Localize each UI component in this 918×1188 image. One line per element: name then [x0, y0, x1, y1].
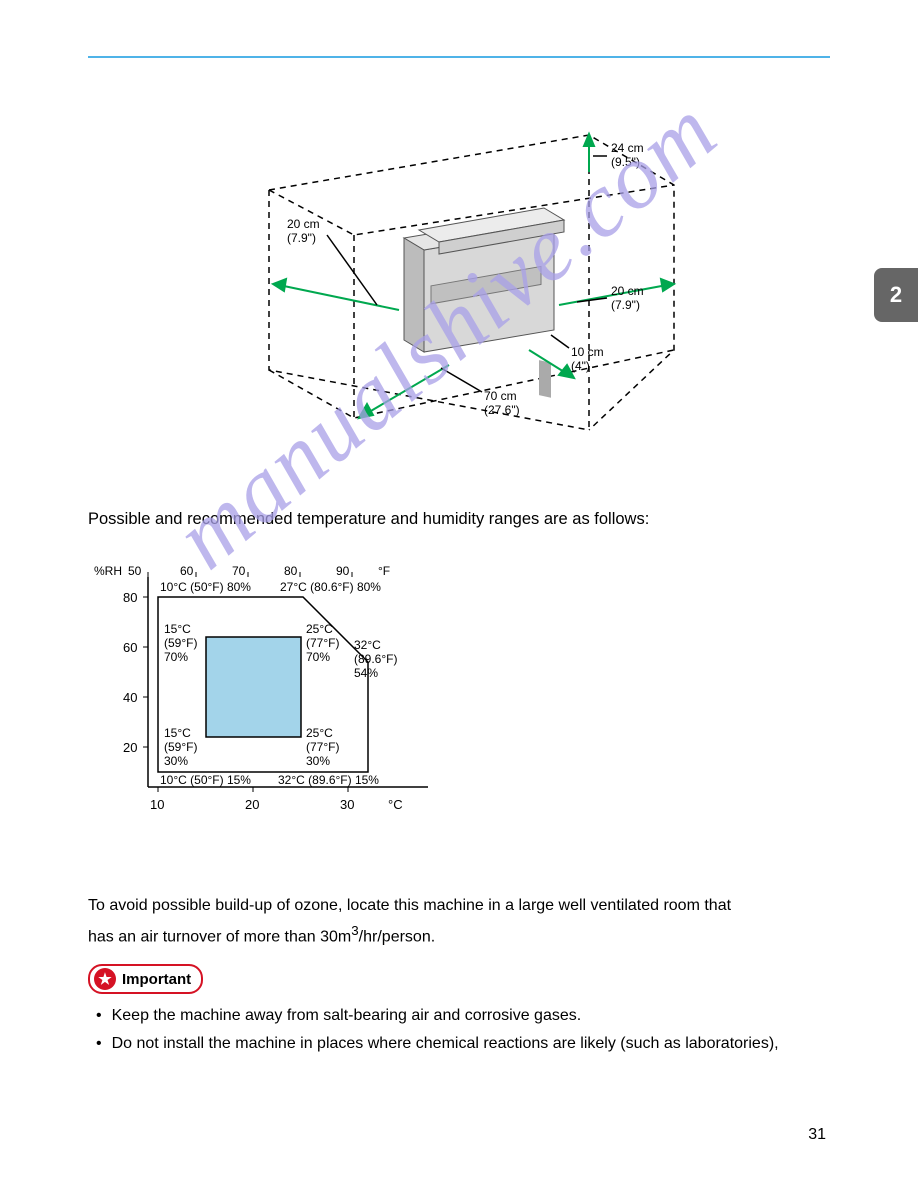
f-60: 60 [180, 564, 194, 578]
env-chart-title: Possible and recommended temperature and… [88, 510, 830, 529]
printer-clearance-diagram: 24 cm (9.5") 20 cm (7.9") 20 cm (7.9") 1… [209, 90, 709, 450]
inner-rc-1: 32°C [354, 638, 381, 652]
corner-bl: 10°C (50°F) 15% [160, 773, 251, 787]
inner-lr-2: (77°F) [306, 740, 339, 754]
inner-ll-2: (59°F) [164, 740, 197, 754]
ytick-20: 20 [123, 740, 137, 755]
ozone-line2: has an air turnover of more than 30m [88, 928, 351, 945]
y-axis-label: %RH [94, 564, 122, 578]
inner-ur-3: 70% [306, 650, 330, 664]
inner-lr-3: 30% [306, 754, 330, 768]
f-50: 50 [128, 564, 142, 578]
bullet-1: Keep the machine away from salt-bearing … [88, 1004, 830, 1028]
label-right-in: (7.9") [611, 298, 640, 312]
c-30: 30 [340, 797, 354, 812]
f-90: 90 [336, 564, 350, 578]
header-rule [88, 56, 830, 58]
star-icon: ★ [94, 968, 116, 990]
label-right-cm: 20 cm [611, 284, 644, 298]
f-70: 70 [232, 564, 246, 578]
corner-tr: 27°C (80.6°F) 80% [280, 580, 381, 594]
section-tab: 2 [874, 268, 918, 322]
section-number: 2 [890, 282, 902, 308]
inner-ul-1: 15°C [164, 622, 191, 636]
environment-chart: 80 60 40 20 %RH 50 60 70 80 90 °F 10 20 … [88, 547, 478, 847]
ozone-line1: To avoid possible build-up of ozone, loc… [88, 897, 731, 914]
inner-ur-1: 25°C [306, 622, 333, 636]
label-front-in: (27.6") [484, 403, 520, 417]
important-label: Important [122, 971, 191, 988]
c-20: 20 [245, 797, 259, 812]
bullet-2: Do not install the machine in places whe… [88, 1032, 830, 1056]
inner-rc-2: (89.6°F) [354, 652, 397, 666]
inner-ll-3: 30% [164, 754, 188, 768]
inner-ll-1: 15°C [164, 726, 191, 740]
corner-tl: 10°C (50°F) 80% [160, 580, 251, 594]
inner-ul-3: 70% [164, 650, 188, 664]
label-left-in: (7.9") [287, 231, 316, 245]
label-back-cm: 10 cm [571, 345, 604, 359]
c-10: 10 [150, 797, 164, 812]
ozone-sup: 3 [351, 923, 358, 938]
inner-ul-2: (59°F) [164, 636, 197, 650]
label-left-cm: 20 cm [287, 217, 320, 231]
label-back-in: (4") [571, 359, 590, 373]
c-unit: °C [388, 797, 403, 812]
page-number: 31 [808, 1126, 826, 1144]
ozone-line2-end: /hr/person. [359, 928, 435, 945]
ozone-text: To avoid possible build-up of ozone, loc… [88, 897, 830, 946]
f-80: 80 [284, 564, 298, 578]
corner-br: 32°C (89.6°F) 15% [278, 773, 379, 787]
ytick-80: 80 [123, 590, 137, 605]
label-top-in: (9.5") [611, 155, 640, 169]
inner-ur-2: (77°F) [306, 636, 339, 650]
label-top-cm: 24 cm [611, 141, 644, 155]
f-unit: °F [378, 564, 390, 578]
inner-lr-1: 25°C [306, 726, 333, 740]
inner-rc-3: 54% [354, 666, 378, 680]
important-badge: ★ Important [88, 964, 203, 994]
ytick-60: 60 [123, 640, 137, 655]
ytick-40: 40 [123, 690, 137, 705]
label-front-cm: 70 cm [484, 389, 517, 403]
